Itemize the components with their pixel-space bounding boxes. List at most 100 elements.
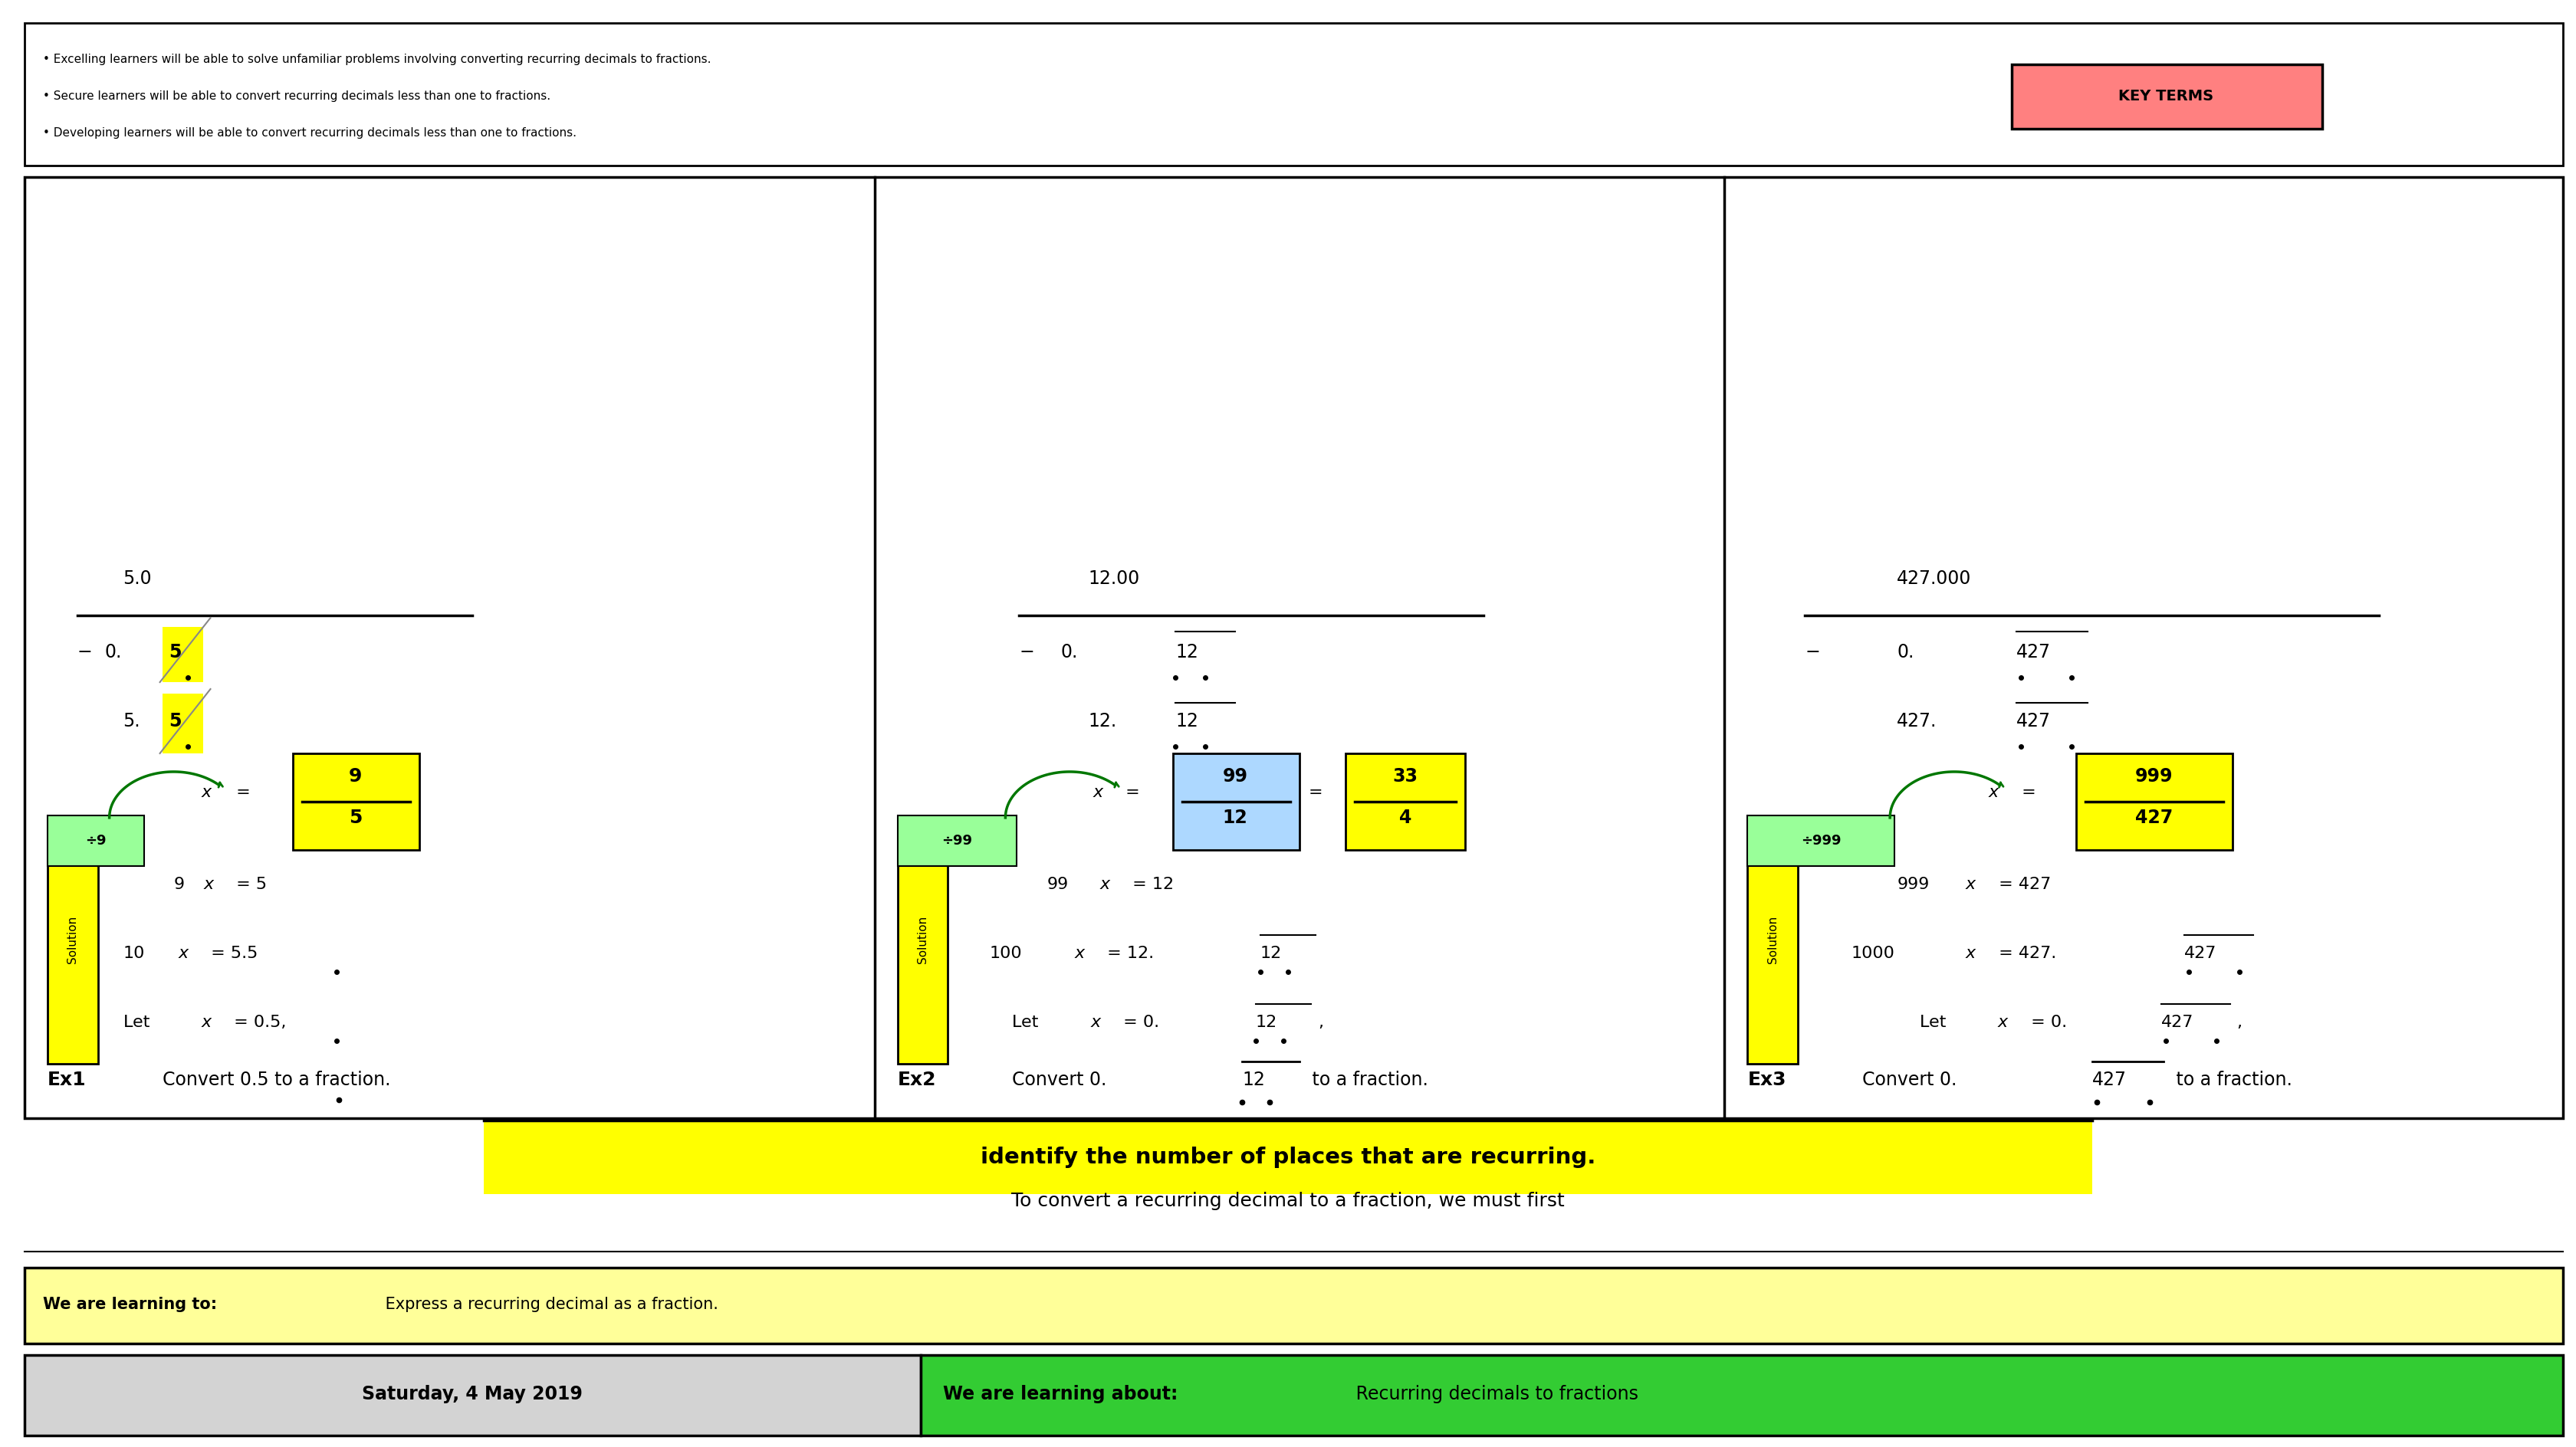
Text: = 5.5: = 5.5: [206, 945, 258, 961]
Bar: [1747, 815, 1893, 865]
Text: 12.: 12.: [1087, 712, 1115, 731]
Text: x: x: [1965, 945, 1976, 961]
Text: 427.000: 427.000: [1896, 570, 1971, 587]
Bar: [162, 627, 204, 682]
Text: −: −: [77, 642, 93, 661]
Text: −: −: [1020, 642, 1036, 661]
Text: 427: 427: [2092, 1071, 2128, 1088]
Text: = 0.: = 0.: [2025, 1014, 2066, 1030]
Bar: [294, 754, 420, 849]
Text: x: x: [201, 784, 211, 800]
Text: to a fraction.: to a fraction.: [2169, 1071, 2293, 1088]
Text: = 12.: = 12.: [1103, 945, 1154, 961]
Text: 427: 427: [2136, 809, 2174, 826]
Text: Ex2: Ex2: [896, 1071, 935, 1088]
Text: 12: 12: [1242, 1071, 1265, 1088]
Text: 12.00: 12.00: [1087, 570, 1139, 587]
Text: Convert 0.: Convert 0.: [1012, 1071, 1108, 1088]
Text: • Secure learners will be able to convert recurring decimals less than one to fr: • Secure learners will be able to conver…: [44, 91, 551, 103]
Bar: [1172, 754, 1298, 849]
Text: x: x: [201, 1014, 211, 1030]
Text: 100: 100: [989, 945, 1023, 961]
Text: We are learning to:: We are learning to:: [44, 1297, 216, 1312]
Text: 427: 427: [2017, 642, 2050, 661]
Text: −: −: [1806, 642, 1821, 661]
Text: ,: ,: [1319, 1014, 1324, 1030]
Text: = 5: = 5: [232, 877, 268, 891]
Text: Let: Let: [124, 1014, 155, 1030]
Text: 0.: 0.: [1896, 642, 1914, 661]
Text: x: x: [1965, 877, 1976, 891]
Bar: [2012, 64, 2321, 129]
Text: Let: Let: [1919, 1014, 1953, 1030]
Text: Convert 0.5 to a fraction.: Convert 0.5 to a fraction.: [162, 1071, 392, 1088]
Text: 5: 5: [170, 712, 183, 731]
Bar: [23, 1356, 920, 1435]
Text: x: x: [1092, 784, 1103, 800]
Text: 33: 33: [1394, 767, 1417, 786]
Text: Saturday, 4 May 2019: Saturday, 4 May 2019: [363, 1385, 582, 1404]
Text: 0.: 0.: [106, 642, 121, 661]
Bar: [23, 23, 2563, 165]
Text: = 427: = 427: [1994, 877, 2050, 891]
Text: 5.: 5.: [124, 712, 142, 731]
Text: 12: 12: [1260, 945, 1283, 961]
Text: x: x: [1074, 945, 1084, 961]
Text: 4: 4: [1399, 809, 1412, 826]
Bar: [1345, 754, 1466, 849]
Text: 12: 12: [1224, 809, 1247, 826]
Text: =: =: [1121, 784, 1141, 800]
Text: 99: 99: [1046, 877, 1069, 891]
Text: 99: 99: [1224, 767, 1247, 786]
Text: ,: ,: [2236, 1014, 2241, 1030]
Bar: [46, 815, 98, 1064]
Text: to a fraction.: to a fraction.: [1306, 1071, 1427, 1088]
Text: = 0.5,: = 0.5,: [229, 1014, 286, 1030]
Bar: [920, 1356, 2563, 1435]
Text: 12: 12: [1257, 1014, 1278, 1030]
Text: 10: 10: [124, 945, 144, 961]
Text: 427: 427: [2161, 1014, 2195, 1030]
Text: = 12: = 12: [1128, 877, 1175, 891]
Text: Solution: Solution: [1767, 916, 1777, 964]
Text: ÷9: ÷9: [85, 833, 106, 848]
Text: Ex3: Ex3: [1747, 1071, 1785, 1088]
Text: Solution: Solution: [917, 916, 927, 964]
Text: x: x: [204, 877, 214, 891]
Text: 427.: 427.: [1896, 712, 1937, 731]
Text: 5.0: 5.0: [124, 570, 152, 587]
Bar: [484, 1121, 2092, 1194]
Text: =: =: [1309, 784, 1324, 800]
Text: =: =: [232, 784, 250, 800]
Text: 12: 12: [1175, 642, 1198, 661]
Text: x: x: [1999, 1014, 2009, 1030]
Text: • Developing learners will be able to convert recurring decimals less than one t: • Developing learners will be able to co…: [44, 127, 577, 139]
Text: Recurring decimals to fractions: Recurring decimals to fractions: [1350, 1385, 1638, 1404]
Text: =: =: [2017, 784, 2035, 800]
Text: Convert 0.: Convert 0.: [1862, 1071, 1958, 1088]
Text: x: x: [178, 945, 188, 961]
Bar: [46, 815, 144, 865]
Text: 9: 9: [173, 877, 185, 891]
Text: 1000: 1000: [1852, 945, 1893, 961]
Text: x: x: [1090, 1014, 1100, 1030]
Bar: [896, 815, 1018, 865]
Bar: [23, 1268, 2563, 1344]
Text: ÷99: ÷99: [943, 833, 974, 848]
Text: Ex1: Ex1: [46, 1071, 85, 1088]
Text: • Excelling learners will be able to solve unfamiliar problems involving convert: • Excelling learners will be able to sol…: [44, 54, 711, 65]
Bar: [1747, 815, 1798, 1064]
Text: Solution: Solution: [67, 916, 77, 964]
Bar: [162, 693, 204, 754]
Text: x: x: [1100, 877, 1110, 891]
Text: We are learning about:: We are learning about:: [943, 1385, 1177, 1404]
Bar: [2076, 754, 2233, 849]
Text: 999: 999: [2136, 767, 2174, 786]
Text: To convert a recurring decimal to a fraction, we must first: To convert a recurring decimal to a frac…: [1012, 1192, 1564, 1211]
Bar: [896, 815, 948, 1064]
Text: KEY TERMS: KEY TERMS: [2117, 90, 2213, 104]
Text: 12: 12: [1175, 712, 1198, 731]
Text: Express a recurring decimal as a fraction.: Express a recurring decimal as a fractio…: [381, 1297, 719, 1312]
Text: = 427.: = 427.: [1994, 945, 2056, 961]
Text: identify the number of places that are recurring.: identify the number of places that are r…: [981, 1147, 1595, 1168]
